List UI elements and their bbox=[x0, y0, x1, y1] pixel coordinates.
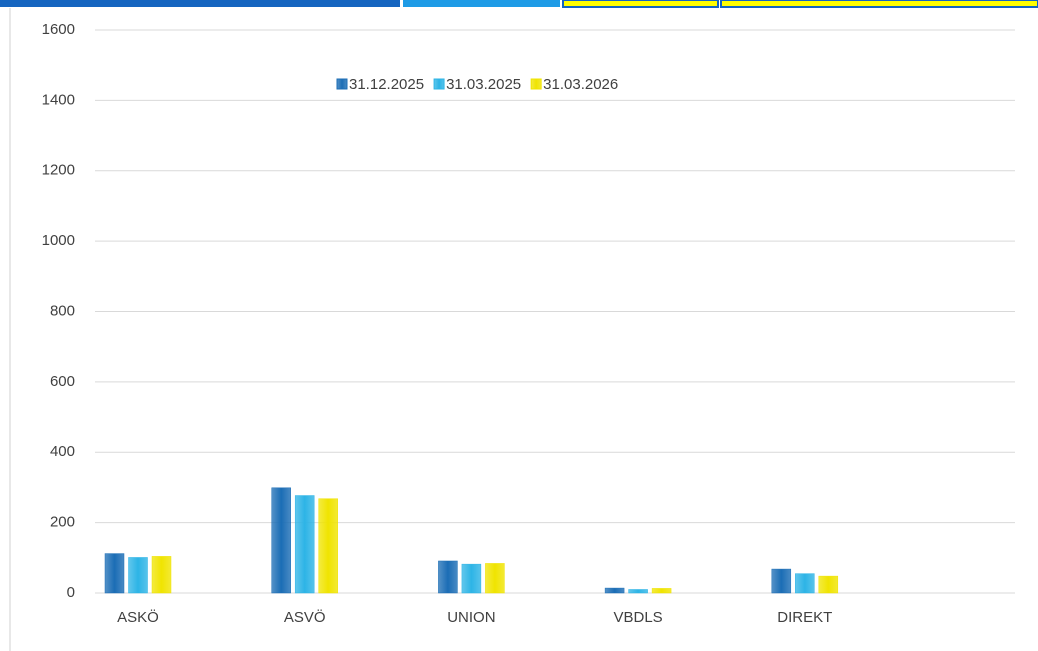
y-tick-label: 0 bbox=[67, 584, 75, 601]
bar bbox=[795, 573, 815, 594]
x-tick-label: ASVÖ bbox=[284, 608, 326, 626]
legend-label: 31.12.2025 bbox=[349, 76, 424, 93]
bar bbox=[128, 557, 148, 594]
y-tick-label: 400 bbox=[50, 443, 75, 460]
bar bbox=[294, 495, 315, 594]
bar bbox=[318, 498, 338, 594]
y-tick-label: 600 bbox=[50, 373, 75, 390]
header-strip bbox=[403, 0, 560, 7]
legend-marker bbox=[530, 78, 542, 90]
y-tick-label: 1600 bbox=[42, 21, 75, 38]
legend-label: 31.03.2025 bbox=[446, 76, 521, 93]
bar bbox=[628, 589, 648, 594]
legend-marker bbox=[433, 78, 445, 90]
bar bbox=[461, 563, 482, 594]
x-tick-label: DIREKT bbox=[777, 609, 832, 626]
bar bbox=[771, 568, 792, 594]
legend-label: 31.03.2026 bbox=[543, 76, 618, 93]
bar bbox=[271, 487, 291, 594]
bar bbox=[151, 556, 172, 594]
x-tick-label: UNION bbox=[447, 609, 495, 626]
x-tick-label: ASKÖ bbox=[117, 608, 159, 626]
header-strip bbox=[0, 0, 400, 7]
y-tick-label: 200 bbox=[50, 514, 75, 531]
bar bbox=[104, 553, 125, 594]
bar bbox=[485, 563, 505, 594]
bar bbox=[651, 588, 672, 594]
y-tick-label: 1000 bbox=[42, 232, 75, 249]
y-tick-label: 800 bbox=[50, 302, 75, 319]
y-tick-label: 1200 bbox=[42, 162, 75, 179]
bar bbox=[818, 575, 839, 594]
header-strip bbox=[720, 0, 1038, 8]
bar bbox=[604, 587, 625, 594]
header-strip bbox=[562, 0, 719, 8]
y-tick-label: 1400 bbox=[42, 91, 75, 108]
x-tick-label: VBDLS bbox=[613, 609, 662, 626]
bar bbox=[438, 560, 458, 594]
legend-marker bbox=[336, 78, 348, 90]
